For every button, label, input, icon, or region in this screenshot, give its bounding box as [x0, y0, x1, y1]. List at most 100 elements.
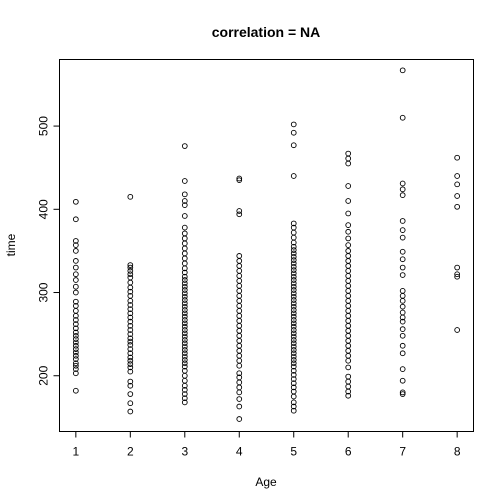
- data-point: [400, 343, 405, 348]
- data-point: [237, 397, 242, 402]
- data-point: [346, 249, 351, 254]
- data-point: [400, 181, 405, 186]
- data-point: [400, 249, 405, 254]
- data-point: [182, 378, 187, 383]
- data-point: [73, 272, 78, 277]
- data-point: [128, 409, 133, 414]
- data-point: [237, 209, 242, 214]
- data-point: [73, 278, 78, 283]
- data-point: [237, 333, 242, 338]
- data-point: [346, 323, 351, 328]
- data-point: [455, 174, 460, 179]
- data-point: [400, 288, 405, 293]
- data-point: [400, 351, 405, 356]
- data-point: [237, 288, 242, 293]
- data-point: [346, 229, 351, 234]
- data-point: [346, 338, 351, 343]
- data-point: [346, 343, 351, 348]
- x-tick-label: 2: [127, 445, 134, 459]
- data-point: [346, 243, 351, 248]
- x-tick-label: 5: [290, 445, 297, 459]
- data-point: [73, 217, 78, 222]
- data-point: [182, 231, 187, 236]
- data-point: [291, 130, 296, 135]
- data-point: [400, 187, 405, 192]
- data-point: [182, 179, 187, 184]
- data-point: [400, 273, 405, 278]
- data-point: [128, 392, 133, 397]
- data-point: [73, 199, 78, 204]
- data-point: [346, 254, 351, 259]
- x-tick-label: 3: [181, 445, 188, 459]
- data-point: [237, 328, 242, 333]
- data-point: [346, 318, 351, 323]
- data-point: [346, 268, 351, 273]
- data-point: [291, 230, 296, 235]
- x-axis: 1 2 3 4 5 6 7 8: [72, 432, 460, 459]
- data-point: [346, 278, 351, 283]
- data-point: [237, 283, 242, 288]
- data-point: [455, 194, 460, 199]
- data-point: [291, 235, 296, 240]
- x-axis-label: Age: [255, 475, 277, 489]
- data-point: [237, 268, 242, 273]
- chart-title: correlation = NA: [212, 24, 321, 40]
- data-point: [237, 308, 242, 313]
- data-point: [400, 257, 405, 262]
- data-point: [73, 265, 78, 270]
- data-point: [346, 236, 351, 241]
- x-tick-label: 4: [236, 445, 243, 459]
- data-point: [455, 155, 460, 160]
- data-point: [182, 373, 187, 378]
- data-point: [237, 298, 242, 303]
- data-point: [182, 192, 187, 197]
- data-point: [237, 390, 242, 395]
- data-point: [237, 353, 242, 358]
- data-point: [237, 318, 242, 323]
- data-point: [346, 374, 351, 379]
- data-point: [346, 273, 351, 278]
- data-point: [400, 193, 405, 198]
- data-point: [73, 308, 78, 313]
- data-point: [346, 348, 351, 353]
- data-point: [400, 293, 405, 298]
- data-point: [291, 174, 296, 179]
- data-point: [182, 256, 187, 261]
- data-point: [346, 365, 351, 370]
- data-point: [346, 308, 351, 313]
- data-point: [182, 261, 187, 266]
- y-axis: 200300400500: [37, 116, 60, 386]
- data-point: [237, 380, 242, 385]
- data-point: [73, 258, 78, 263]
- data-point: [237, 385, 242, 390]
- data-point: [346, 358, 351, 363]
- data-point: [73, 284, 78, 289]
- data-point: [128, 280, 133, 285]
- data-point: [73, 290, 78, 295]
- data-point: [237, 323, 242, 328]
- data-point: [346, 353, 351, 358]
- data-point: [237, 358, 242, 363]
- data-point: [237, 404, 242, 409]
- x-tick-label: 6: [345, 445, 352, 459]
- data-point: [237, 313, 242, 318]
- data-point: [346, 328, 351, 333]
- y-tick-label: 500: [37, 116, 51, 136]
- data-point: [346, 199, 351, 204]
- data-point: [346, 184, 351, 189]
- data-point: [237, 338, 242, 343]
- data-point: [182, 144, 187, 149]
- data-point: [400, 68, 405, 73]
- data-point: [237, 348, 242, 353]
- data-point: [237, 254, 242, 259]
- data-point: [73, 388, 78, 393]
- data-point: [455, 265, 460, 270]
- data-point: [182, 214, 187, 219]
- data-point: [237, 417, 242, 422]
- data-point: [73, 249, 78, 254]
- data-point: [400, 219, 405, 224]
- data-point: [182, 246, 187, 251]
- data-point: [346, 298, 351, 303]
- data-point: [346, 223, 351, 228]
